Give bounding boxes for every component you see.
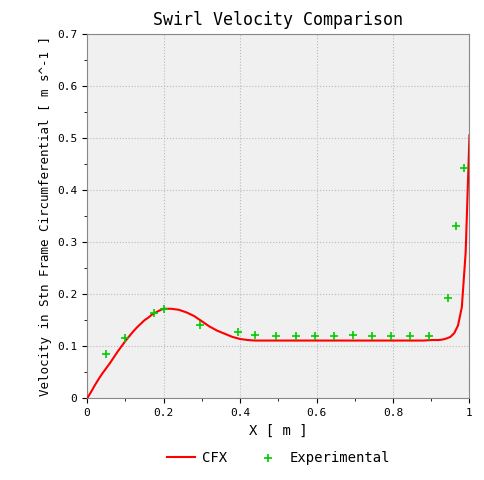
CFX (84, 396, 90, 401)
Experimental (102, 350, 110, 358)
X-axis label: X [ m ]: X [ m ] (249, 424, 308, 438)
Experimental (407, 332, 414, 340)
Experimental (387, 332, 395, 340)
CFX (467, 132, 472, 138)
Experimental (234, 328, 242, 336)
Experimental (330, 332, 338, 340)
Experimental (311, 332, 318, 340)
Experimental (121, 335, 129, 342)
CFX (229, 334, 235, 340)
Experimental (460, 164, 468, 172)
CFX (451, 330, 457, 336)
Line: CFX: CFX (87, 135, 469, 398)
Legend: CFX, Experimental: CFX, Experimental (161, 445, 395, 470)
Experimental (368, 332, 376, 340)
Y-axis label: Velocity in Stn Frame Circumferential [ m s^-1 ]: Velocity in Stn Frame Circumferential [ … (39, 36, 52, 396)
Experimental (196, 322, 204, 329)
CFX (141, 317, 147, 323)
Experimental (425, 332, 433, 340)
Experimental (150, 310, 158, 317)
CFX (382, 337, 388, 343)
Experimental (252, 332, 259, 339)
Experimental (160, 305, 167, 312)
Experimental (272, 332, 280, 340)
Experimental (452, 223, 460, 230)
Title: Swirl Velocity Comparison: Swirl Velocity Comparison (153, 11, 403, 29)
Experimental (349, 332, 357, 339)
Experimental (292, 332, 300, 340)
CFX (207, 324, 212, 329)
CFX (122, 338, 128, 344)
Experimental (445, 295, 453, 302)
